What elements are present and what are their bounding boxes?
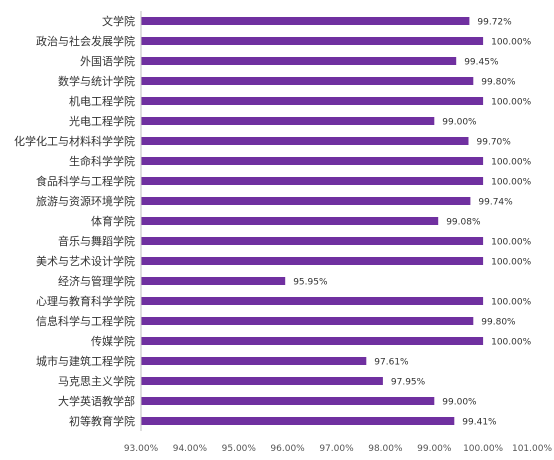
x-tick-label: 97.00%	[319, 444, 354, 454]
category-label: 信息科学与工程学院	[36, 314, 135, 328]
bar	[141, 277, 286, 285]
data-label: 100.00%	[491, 38, 531, 48]
bar	[141, 17, 470, 25]
data-label: 97.61%	[374, 358, 409, 368]
category-label: 心理与教育科学学院	[36, 294, 135, 308]
data-label: 99.70%	[477, 138, 512, 148]
data-label: 100.00%	[491, 298, 531, 308]
category-label: 音乐与舞蹈学院	[58, 234, 135, 248]
category-label: 城市与建筑工程学院	[36, 354, 135, 368]
category-label: 初等教育学院	[69, 414, 135, 428]
data-label: 99.41%	[462, 418, 497, 428]
bar	[141, 257, 484, 265]
category-label: 食品科学与工程学院	[36, 174, 135, 188]
bar	[141, 177, 484, 185]
data-label: 100.00%	[491, 98, 531, 108]
category-label: 文学院	[102, 14, 135, 28]
category-label: 光电工程学院	[69, 114, 135, 128]
x-tick-label: 93.00%	[124, 444, 159, 454]
x-tick-label: 101.00%	[512, 444, 552, 454]
bar	[141, 357, 367, 365]
category-label: 机电工程学院	[69, 94, 135, 108]
bar	[141, 137, 469, 145]
bar	[141, 117, 435, 125]
category-label: 美术与艺术设计学院	[36, 254, 135, 268]
category-label: 生命科学学院	[69, 154, 135, 168]
category-label: 化学化工与材料科学学院	[14, 134, 135, 148]
data-label: 100.00%	[491, 338, 531, 348]
bar	[141, 37, 484, 45]
x-tick-label: 98.00%	[368, 444, 403, 454]
bar	[141, 77, 474, 85]
bar	[141, 237, 484, 245]
bar	[141, 57, 457, 65]
category-label: 外国语学院	[80, 54, 135, 68]
data-label: 99.72%	[477, 18, 512, 28]
category-label: 大学英语教学部	[58, 394, 135, 408]
data-label: 99.80%	[481, 318, 516, 328]
data-label: 99.80%	[481, 78, 516, 88]
data-label: 99.74%	[478, 198, 513, 208]
data-label: 99.00%	[442, 118, 477, 128]
data-label: 100.00%	[491, 238, 531, 248]
bar	[141, 317, 474, 325]
bar	[141, 417, 455, 425]
data-label: 95.95%	[293, 278, 328, 288]
data-label: 100.00%	[491, 158, 531, 168]
data-label: 99.00%	[442, 398, 477, 408]
bar	[141, 377, 383, 385]
data-label: 99.08%	[446, 218, 481, 228]
bar	[141, 157, 484, 165]
bar	[141, 337, 484, 345]
bar	[141, 217, 439, 225]
category-label: 旅游与资源环境学院	[36, 194, 135, 208]
data-label: 100.00%	[491, 258, 531, 268]
bar	[141, 97, 484, 105]
category-label: 数学与统计学院	[58, 74, 135, 88]
x-tick-label: 100.00%	[463, 444, 503, 454]
x-tick-label: 95.00%	[222, 444, 257, 454]
category-label: 经济与管理学院	[58, 274, 135, 288]
x-tick-label: 99.00%	[417, 444, 452, 454]
data-label: 97.95%	[391, 378, 426, 388]
category-label: 马克思主义学院	[58, 374, 135, 388]
category-label: 体育学院	[91, 214, 135, 228]
x-tick-label: 96.00%	[270, 444, 305, 454]
category-label: 政治与社会发展学院	[36, 34, 135, 48]
data-label: 99.45%	[464, 58, 499, 68]
bar	[141, 197, 471, 205]
data-label: 100.00%	[491, 178, 531, 188]
bar	[141, 397, 435, 405]
bar	[141, 297, 484, 305]
category-label: 传媒学院	[91, 334, 135, 348]
x-tick-label: 94.00%	[173, 444, 208, 454]
